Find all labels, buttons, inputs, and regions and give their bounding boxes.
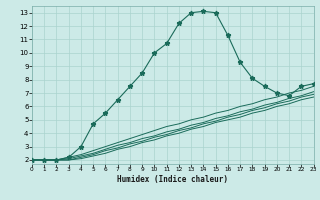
X-axis label: Humidex (Indice chaleur): Humidex (Indice chaleur): [117, 175, 228, 184]
